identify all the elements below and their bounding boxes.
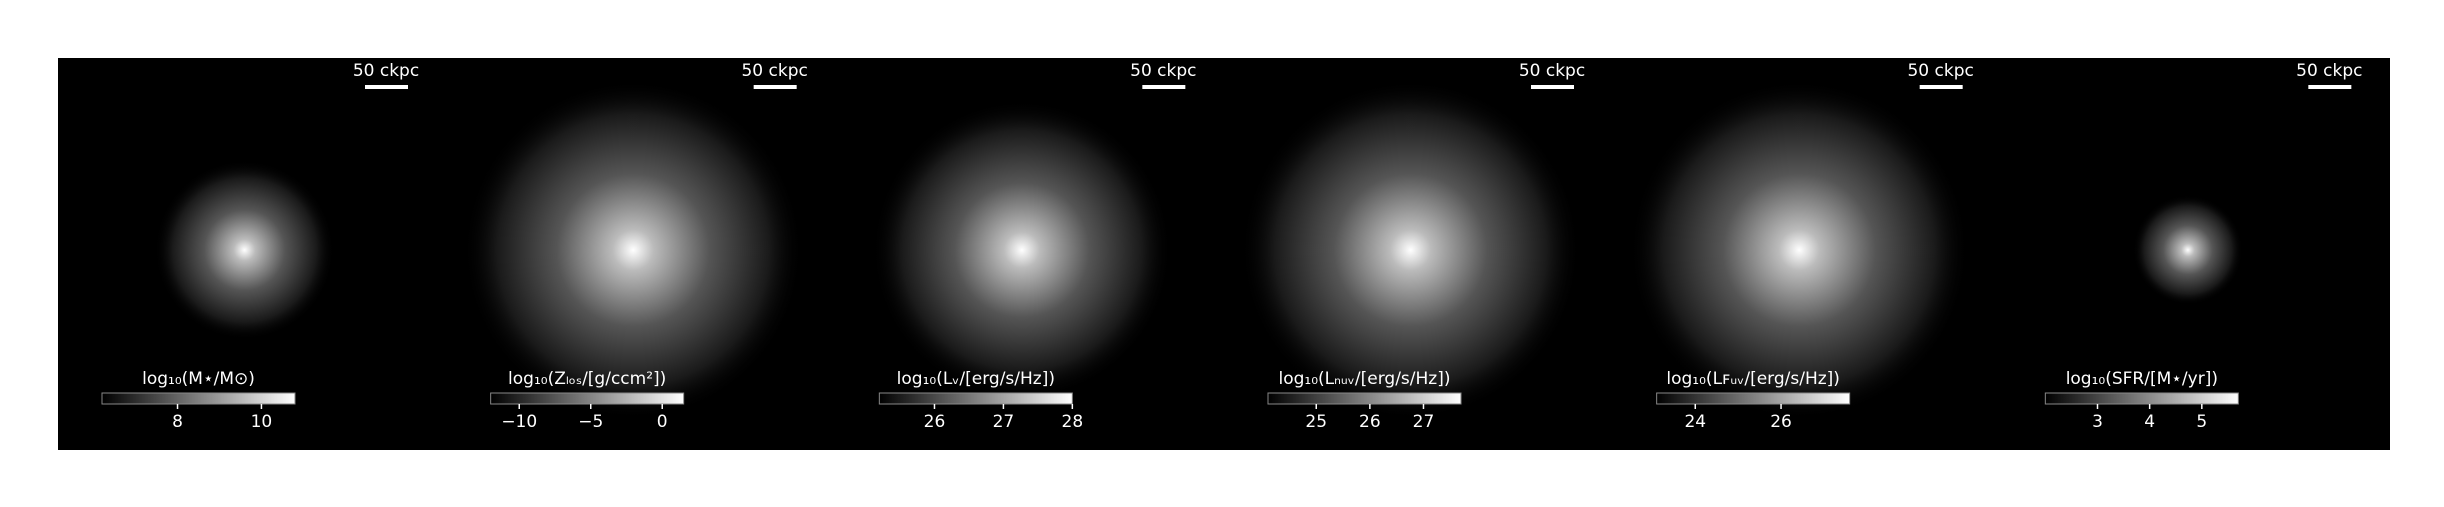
scale-label: 50 ckpc — [353, 61, 419, 81]
emission-blob — [154, 160, 335, 340]
colorbar — [2044, 392, 2239, 405]
colorbar-label: log₁₀(Lᵥ/[erg/s/Hz]) — [897, 369, 1055, 389]
colorbar-tick-label: 26 — [1770, 412, 1792, 432]
colorbar-tick-label: 0 — [657, 412, 668, 432]
colorbar-label: log₁₀(Lₙᵤᵥ/[erg/s/Hz]) — [1279, 369, 1451, 389]
colorbar-label: log₁₀(Lꜰᵤᵥ/[erg/s/Hz]) — [1666, 369, 1840, 389]
colorbar-tick-label: 8 — [172, 412, 183, 432]
scale-label: 50 ckpc — [2296, 61, 2362, 81]
scale-bar — [753, 85, 797, 89]
colorbar-tick-label: 5 — [2196, 412, 2207, 432]
emission-blob — [871, 100, 1172, 400]
colorbar-tick-label: 10 — [251, 412, 273, 432]
colorbar-tick-label: 26 — [1359, 412, 1381, 432]
scale-bar — [1142, 85, 1186, 89]
colorbar — [490, 392, 685, 405]
colorbar-label: log₁₀(SFR/[M⋆/yr]) — [2066, 369, 2218, 389]
colorbar-tick-label: 25 — [1305, 412, 1327, 432]
colorbar-label: log₁₀(Zₗₒₛ/[g/ccm²]) — [508, 369, 666, 389]
emission-blob — [463, 80, 804, 420]
emission-blob — [2132, 195, 2243, 305]
scale-bar — [1919, 85, 1963, 89]
scale-label: 50 ckpc — [1130, 61, 1196, 81]
colorbar-tick-label: 27 — [993, 412, 1015, 432]
colorbar — [1656, 392, 1851, 405]
colorbar — [878, 392, 1073, 405]
colorbar-tick-label: 27 — [1413, 412, 1435, 432]
colorbar-tick-label: 3 — [2092, 412, 2103, 432]
colorbar-tick-label: 4 — [2144, 412, 2155, 432]
colorbar — [101, 392, 296, 405]
colorbar-tick-label: 26 — [924, 412, 946, 432]
colorbar-label: log₁₀(M⋆/M⊙) — [142, 369, 255, 389]
scale-label: 50 ckpc — [1519, 61, 1585, 81]
colorbar — [1267, 392, 1462, 405]
colorbar-tick-label: 24 — [1684, 412, 1706, 432]
colorbar-tick-label: 28 — [1062, 412, 1084, 432]
emission-blob — [1629, 80, 1970, 420]
scale-bar — [365, 85, 408, 89]
emission-blob — [1240, 80, 1581, 420]
scale-label: 50 ckpc — [741, 61, 807, 81]
scale-bar — [1531, 85, 1574, 89]
scale-bar — [2308, 85, 2352, 89]
scale-label: 50 ckpc — [1907, 61, 1973, 81]
colorbar-tick-label: −10 — [501, 412, 537, 432]
colorbar-tick-label: −5 — [578, 412, 603, 432]
image-background — [58, 58, 2390, 450]
